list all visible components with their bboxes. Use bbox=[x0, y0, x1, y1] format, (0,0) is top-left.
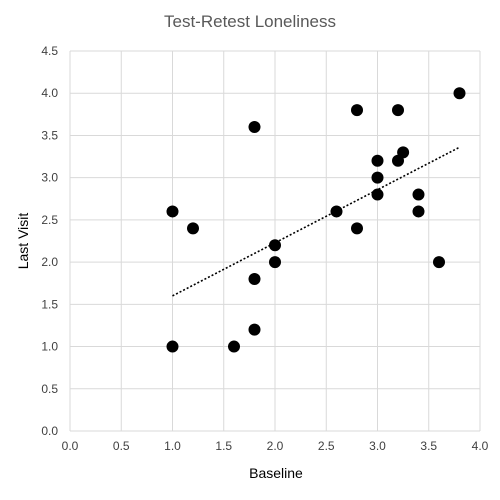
data-point bbox=[330, 205, 343, 218]
x-tick-label: 3.5 bbox=[420, 439, 437, 453]
x-tick-label: 3.0 bbox=[369, 439, 386, 453]
data-point bbox=[371, 154, 384, 167]
data-point bbox=[269, 256, 281, 269]
data-point bbox=[433, 256, 445, 269]
data-point bbox=[228, 340, 240, 353]
data-point bbox=[351, 104, 363, 117]
data-point bbox=[248, 273, 261, 285]
y-tick-label: 0.0 bbox=[41, 424, 58, 438]
y-tick-label: 0.5 bbox=[41, 382, 58, 396]
data-point bbox=[371, 171, 384, 184]
y-axis-title: Last Visit bbox=[15, 213, 31, 270]
y-tick-label: 3.0 bbox=[41, 171, 58, 185]
y-tick-label: 2.0 bbox=[41, 255, 58, 269]
y-tick-label: 2.5 bbox=[41, 213, 58, 227]
x-tick-label: 1.0 bbox=[164, 439, 181, 453]
data-point bbox=[248, 121, 261, 133]
x-axis-title: Baseline bbox=[249, 465, 303, 481]
x-axis-ticks: 0.0 0.5 1.0 1.5 2.0 2.5 3.0 3.5 4.0 bbox=[62, 439, 489, 453]
data-points bbox=[166, 87, 466, 353]
y-tick-label: 1.0 bbox=[41, 340, 58, 354]
data-point bbox=[371, 188, 384, 201]
trendline bbox=[172, 146, 460, 297]
y-tick-label: 1.5 bbox=[41, 297, 58, 311]
x-tick-label: 2.5 bbox=[318, 439, 335, 453]
data-point bbox=[453, 87, 466, 100]
data-point bbox=[412, 188, 425, 201]
data-point bbox=[392, 104, 404, 117]
x-tick-label: 1.5 bbox=[215, 439, 232, 453]
y-tick-label: 4.0 bbox=[41, 86, 58, 100]
y-tick-label: 4.5 bbox=[41, 44, 58, 58]
data-point bbox=[397, 146, 410, 159]
data-point bbox=[187, 222, 199, 235]
x-tick-label: 0.5 bbox=[113, 439, 130, 453]
data-point bbox=[166, 340, 179, 353]
x-tick-label: 4.0 bbox=[472, 439, 489, 453]
y-axis-ticks: 0.0 0.5 1.0 1.5 2.0 2.5 3.0 3.5 4.0 4.5 bbox=[41, 44, 58, 438]
data-point bbox=[269, 239, 281, 252]
data-point bbox=[166, 205, 179, 218]
x-tick-label: 0.0 bbox=[62, 439, 79, 453]
data-point bbox=[351, 222, 363, 235]
data-point bbox=[412, 205, 425, 218]
data-point bbox=[248, 323, 261, 336]
y-tick-label: 3.5 bbox=[41, 128, 58, 142]
x-tick-label: 2.0 bbox=[267, 439, 284, 453]
chart-title: Test-Retest Loneliness bbox=[164, 12, 336, 31]
